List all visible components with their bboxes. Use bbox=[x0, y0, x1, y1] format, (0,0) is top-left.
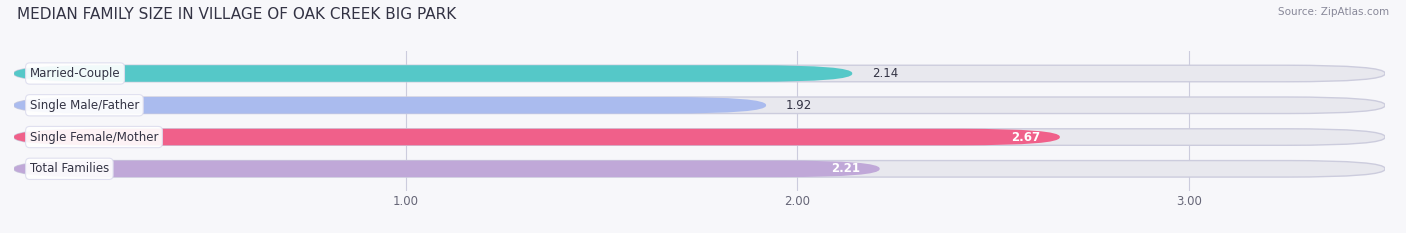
FancyBboxPatch shape bbox=[14, 161, 1385, 177]
Text: Single Male/Father: Single Male/Father bbox=[30, 99, 139, 112]
Text: Single Female/Mother: Single Female/Mother bbox=[30, 130, 159, 144]
FancyBboxPatch shape bbox=[14, 97, 1385, 113]
Text: 2.14: 2.14 bbox=[872, 67, 898, 80]
FancyBboxPatch shape bbox=[14, 129, 1060, 145]
Text: Source: ZipAtlas.com: Source: ZipAtlas.com bbox=[1278, 7, 1389, 17]
Text: Married-Couple: Married-Couple bbox=[30, 67, 121, 80]
FancyBboxPatch shape bbox=[14, 65, 1385, 82]
Text: 2.67: 2.67 bbox=[1011, 130, 1040, 144]
FancyBboxPatch shape bbox=[14, 129, 1385, 145]
FancyBboxPatch shape bbox=[14, 97, 766, 113]
FancyBboxPatch shape bbox=[14, 65, 852, 82]
Text: 1.92: 1.92 bbox=[786, 99, 811, 112]
FancyBboxPatch shape bbox=[14, 161, 880, 177]
Text: 2.21: 2.21 bbox=[831, 162, 860, 175]
Text: MEDIAN FAMILY SIZE IN VILLAGE OF OAK CREEK BIG PARK: MEDIAN FAMILY SIZE IN VILLAGE OF OAK CRE… bbox=[17, 7, 456, 22]
Text: Total Families: Total Families bbox=[30, 162, 110, 175]
